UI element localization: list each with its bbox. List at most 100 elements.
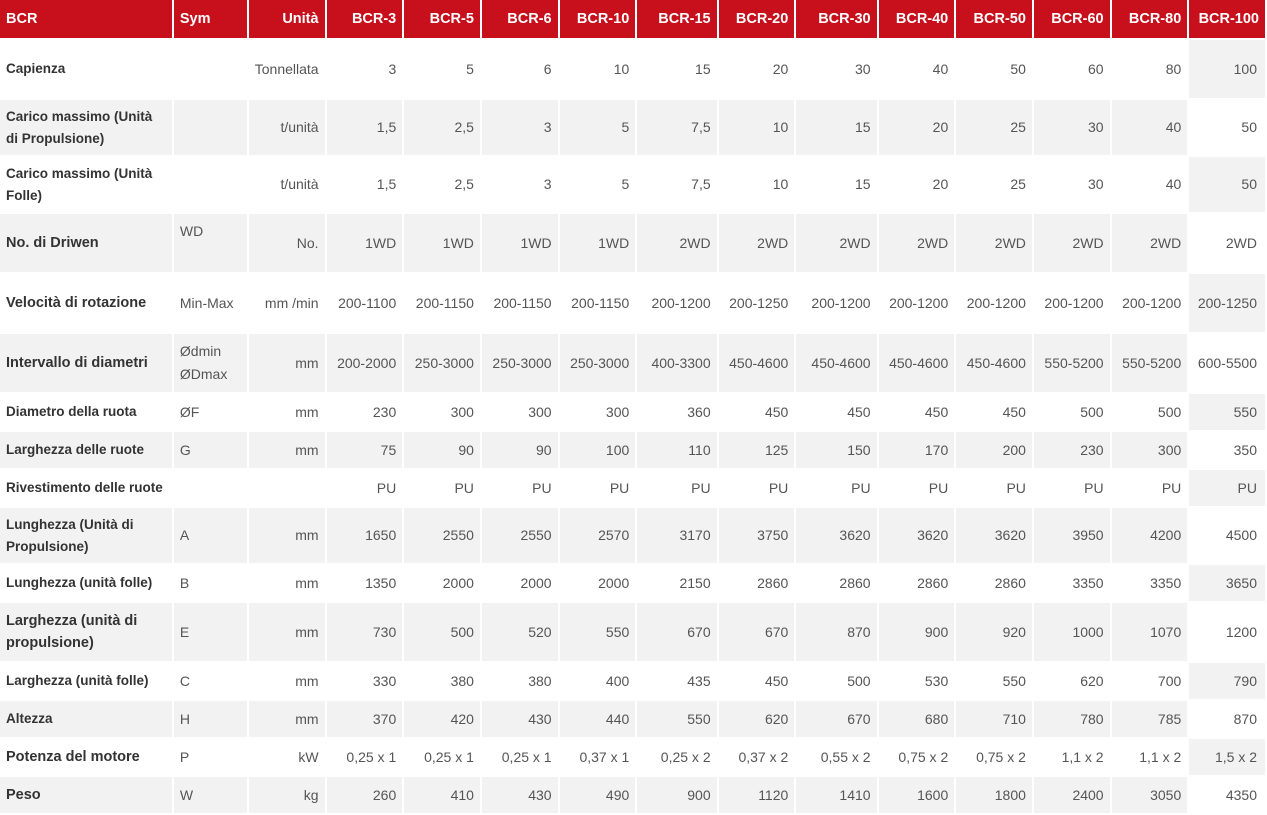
cell-value: 2400: [1033, 777, 1110, 813]
cell-value: 700: [1111, 663, 1188, 699]
cell-value: 3: [481, 100, 558, 155]
cell-value: 0,25 x 1: [404, 739, 480, 775]
cell-value: 550: [1189, 394, 1265, 430]
cell-value: 20: [878, 157, 955, 212]
row-symbol: [173, 40, 247, 98]
cell-value: 3350: [1111, 565, 1188, 601]
cell-value: 170: [878, 432, 955, 468]
table-row: No. di Driwen WD No. 1WD 1WD 1WD 1WD 2WD 2WD 2WD 2…: [0, 214, 1265, 272]
cell-value: 4500: [1189, 508, 1265, 563]
cell-value: 25: [956, 157, 1032, 212]
cell-value: 300: [404, 394, 480, 430]
cell-value: 450: [718, 394, 795, 430]
row-symbol: W: [173, 777, 247, 813]
cell-value: PU: [1111, 470, 1188, 506]
cell-value: 2860: [718, 565, 795, 601]
row-label: Peso: [0, 777, 172, 813]
cell-value: 0,55 x 2: [796, 739, 877, 775]
row-unit: Tonnellata: [248, 40, 325, 98]
cell-value: 1,5: [326, 157, 403, 212]
cell-value: 1600: [878, 777, 955, 813]
cell-value: 0,37 x 1: [559, 739, 636, 775]
cell-value: 550-5200: [1111, 334, 1188, 392]
cell-value: 200-2000: [326, 334, 403, 392]
cell-value: 0,25 x 1: [326, 739, 403, 775]
cell-value: 100: [1189, 40, 1265, 98]
cell-value: 200-1200: [637, 274, 717, 332]
cell-value: 680: [878, 701, 955, 737]
cell-value: 520: [481, 603, 558, 661]
cell-value: 2550: [404, 508, 480, 563]
table-row: Rivestimento delle ruote PU PU PU PU PU PU PU PU…: [0, 470, 1265, 506]
cell-value: 1120: [718, 777, 795, 813]
table-row: Intervallo di diametri Ødmin ØDmax mm 200-2…: [0, 334, 1265, 392]
cell-value: 670: [796, 701, 877, 737]
cell-value: 900: [878, 603, 955, 661]
cell-value: 250-3000: [559, 334, 636, 392]
cell-value: 2000: [404, 565, 480, 601]
row-symbol: P: [173, 739, 247, 775]
cell-value: 0,25 x 2: [637, 739, 717, 775]
cell-value: PU: [404, 470, 480, 506]
cell-value: 1410: [796, 777, 877, 813]
cell-value: 3950: [1033, 508, 1110, 563]
cell-value: 7,5: [637, 100, 717, 155]
cell-value: 870: [796, 603, 877, 661]
row-label: Potenza del motore: [0, 739, 172, 775]
cell-value: PU: [1189, 470, 1265, 506]
cell-value: 2,5: [404, 157, 480, 212]
header-unit: Unità: [248, 0, 325, 38]
cell-value: 2WD: [1111, 214, 1188, 272]
row-unit: mm: [248, 432, 325, 468]
cell-value: 200-1250: [1189, 274, 1265, 332]
cell-value: 200-1200: [796, 274, 877, 332]
cell-value: 730: [326, 603, 403, 661]
header-model: BCR-20: [718, 0, 795, 38]
cell-value: 450: [878, 394, 955, 430]
cell-value: 500: [404, 603, 480, 661]
cell-value: 3620: [878, 508, 955, 563]
cell-value: 550: [637, 701, 717, 737]
cell-value: 300: [481, 394, 558, 430]
header-model: BCR-60: [1033, 0, 1110, 38]
row-symbol: [173, 470, 247, 506]
table-row: Carico massimo (Unità Folle) t/unità 1,5 2,…: [0, 157, 1265, 212]
cell-value: 1000: [1033, 603, 1110, 661]
cell-value: 2WD: [1189, 214, 1265, 272]
cell-value: 900: [637, 777, 717, 813]
cell-value: 200-1150: [481, 274, 558, 332]
cell-value: 0,37 x 2: [718, 739, 795, 775]
cell-value: 2000: [559, 565, 636, 601]
row-symbol: E: [173, 603, 247, 661]
cell-value: 25: [956, 100, 1032, 155]
cell-value: 250-3000: [404, 334, 480, 392]
row-unit: t/unità: [248, 157, 325, 212]
cell-value: 200-1150: [404, 274, 480, 332]
row-label: No. di Driwen: [0, 214, 172, 272]
cell-value: 4200: [1111, 508, 1188, 563]
cell-value: 110: [637, 432, 717, 468]
cell-value: 620: [1033, 663, 1110, 699]
row-unit: mm: [248, 508, 325, 563]
row-unit: kW: [248, 739, 325, 775]
cell-value: 80: [1111, 40, 1188, 98]
row-symbol: B: [173, 565, 247, 601]
cell-value: 20: [718, 40, 795, 98]
cell-value: 1,5: [326, 100, 403, 155]
cell-value: 5: [559, 157, 636, 212]
cell-value: 0,25 x 1: [481, 739, 558, 775]
cell-value: 790: [1189, 663, 1265, 699]
cell-value: 2WD: [796, 214, 877, 272]
row-symbol: C: [173, 663, 247, 699]
cell-value: 430: [481, 777, 558, 813]
cell-value: 40: [1111, 100, 1188, 155]
cell-value: 435: [637, 663, 717, 699]
header-model: BCR-30: [796, 0, 877, 38]
row-unit: t/unità: [248, 100, 325, 155]
cell-value: 230: [1033, 432, 1110, 468]
cell-value: 3750: [718, 508, 795, 563]
cell-value: 440: [559, 701, 636, 737]
